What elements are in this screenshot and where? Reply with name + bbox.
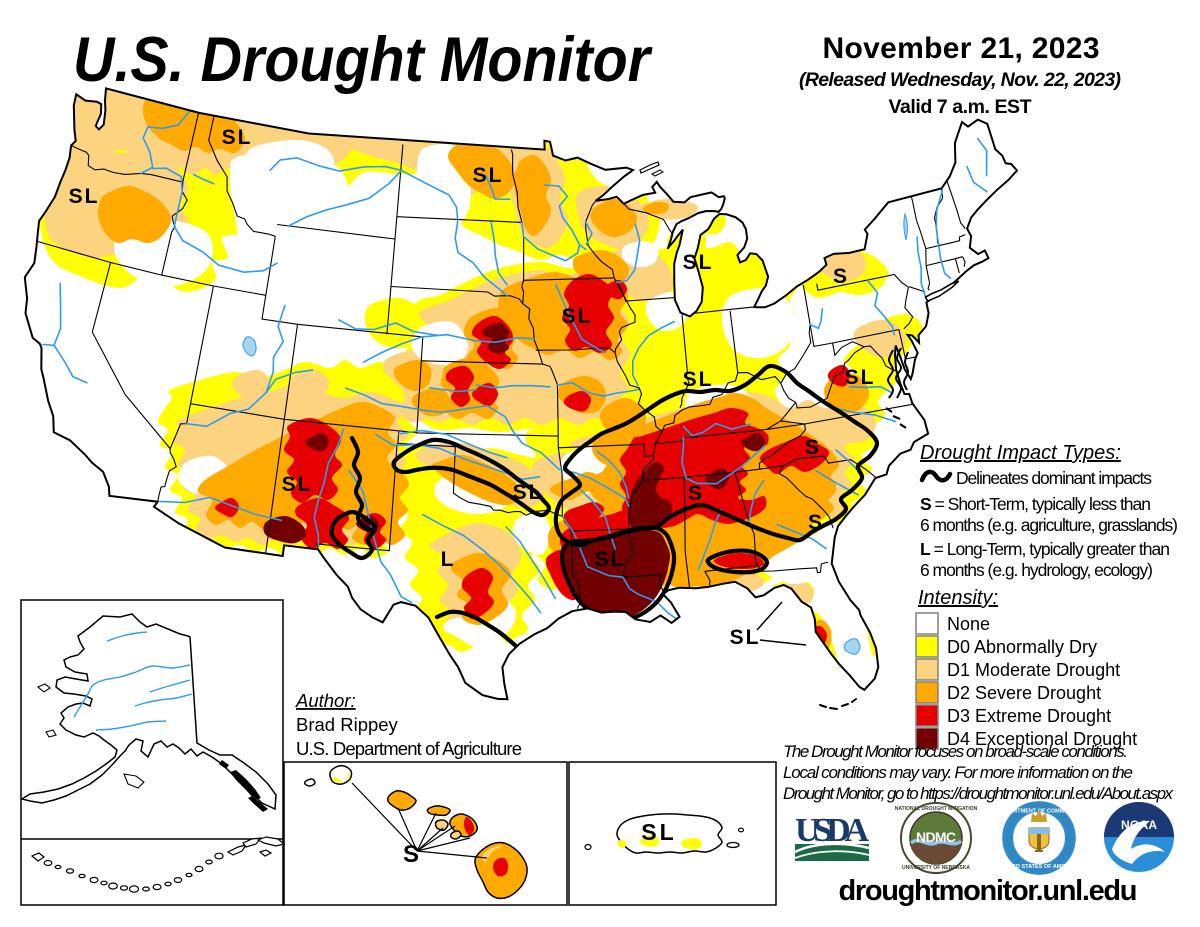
svg-text:S: S <box>688 482 704 505</box>
svg-text:(Released Wednesday, Nov. 22,: (Released Wednesday, Nov. 22, 2023) <box>799 69 1121 91</box>
svg-text:SL: SL <box>222 126 253 149</box>
svg-text:The Drought Monitor focuses on: The Drought Monitor focuses on broad-sca… <box>783 742 1128 761</box>
svg-text:NOAA: NOAA <box>1121 818 1157 832</box>
svg-text:droughtmonitor.unl.edu: droughtmonitor.unl.edu <box>839 875 1138 907</box>
svg-text:Author:: Author: <box>295 690 356 711</box>
svg-text:D4 Exceptional Drought: D4 Exceptional Drought <box>947 729 1137 749</box>
svg-text:Drought Impact Types:: Drought Impact Types: <box>920 442 1121 464</box>
svg-text:D3 Extreme Drought: D3 Extreme Drought <box>947 706 1111 726</box>
svg-text:Intensity:: Intensity: <box>918 587 998 609</box>
svg-text:NDMC: NDMC <box>916 829 956 845</box>
svg-text:SL: SL <box>562 305 593 328</box>
svg-text:SL: SL <box>513 481 544 504</box>
svg-text:Delineates dominant impacts: Delineates dominant impacts <box>956 468 1152 488</box>
svg-text:SL: SL <box>473 164 504 187</box>
svg-text:S: S <box>833 265 849 288</box>
svg-text:SL: SL <box>641 819 676 845</box>
svg-text:L: L <box>441 548 456 571</box>
svg-text:Drought Monitor, go to https:/: Drought Monitor, go to https://droughtmo… <box>783 784 1174 803</box>
svg-text:Valid 7 a.m. EST: Valid 7 a.m. EST <box>889 96 1032 118</box>
svg-text:NATIONAL DROUGHT MITIGATION: NATIONAL DROUGHT MITIGATION <box>895 806 978 812</box>
svg-text:6 months (e.g. hydrology, ecol: 6 months (e.g. hydrology, ecology) <box>920 560 1153 580</box>
svg-text:L = Long-Term, typically great: L = Long-Term, typically greater than <box>920 539 1170 559</box>
svg-text:None: None <box>947 614 990 634</box>
svg-text:S: S <box>808 511 824 534</box>
svg-text:D1 Moderate Drought: D1 Moderate Drought <box>947 660 1120 680</box>
svg-text:Local conditions may vary. For: Local conditions may vary. For more info… <box>783 763 1133 782</box>
svg-text:SL: SL <box>683 251 714 274</box>
svg-text:November 21, 2023: November 21, 2023 <box>823 32 1100 65</box>
svg-text:U.S. Department of Agriculture: U.S. Department of Agriculture <box>296 738 522 759</box>
svg-text:S: S <box>805 436 821 459</box>
svg-text:Brad Rippey: Brad Rippey <box>296 714 399 735</box>
svg-text:6 months (e.g. agriculture, gr: 6 months (e.g. agriculture, grasslands) <box>920 515 1178 535</box>
svg-text:UNIVERSITY OF NEBRASKA: UNIVERSITY OF NEBRASKA <box>902 865 970 871</box>
svg-text:SL: SL <box>683 368 714 391</box>
svg-text:SL: SL <box>845 366 876 389</box>
svg-text:S = Short-Term, typically less: S = Short-Term, typically less than <box>920 494 1151 514</box>
svg-text:S: S <box>403 841 419 868</box>
svg-text:U.S. Drought Monitor: U.S. Drought Monitor <box>73 25 653 95</box>
svg-text:SL: SL <box>69 185 100 208</box>
svg-text:D2 Severe Drought: D2 Severe Drought <box>947 683 1101 703</box>
svg-text:SL: SL <box>595 548 626 571</box>
svg-text:SL: SL <box>730 626 761 649</box>
svg-text:SL: SL <box>282 473 313 496</box>
svg-text:UNITED STATES OF AMERICA: UNITED STATES OF AMERICA <box>999 864 1078 870</box>
svg-text:D0 Abnormally Dry: D0 Abnormally Dry <box>947 637 1097 657</box>
